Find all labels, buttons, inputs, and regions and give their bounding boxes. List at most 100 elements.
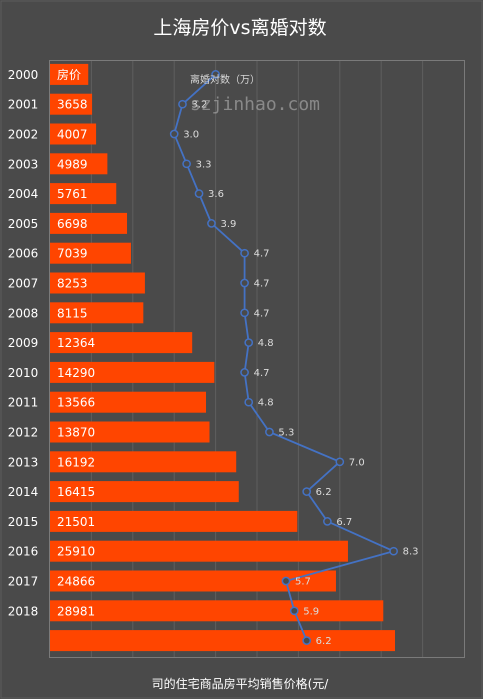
line-data-label: 3.0 [183,130,199,141]
bar [50,570,336,592]
legend-line-series: 离婚对数（万） [190,73,260,86]
y-tick-label: 2017 [8,575,39,589]
line-data-label: 7.0 [349,457,365,468]
bar-data-label: 28981 [57,604,95,618]
line-data-label: 3.6 [208,189,224,200]
bar-series: 房价 3658 4007 4989 5761 6698 7039 8253 8115 12364 1… [50,63,395,652]
bar [50,63,89,85]
bar [50,421,210,443]
y-tick-label: 2001 [8,98,39,112]
line-point [240,278,249,288]
line-series: 3.2 3.0 3.3 3.6 3.9 4.7 4.7 4.7 4.8 4.7 4.8 5.3 7.0 6… [169,70,419,647]
watermark: szjinhao.com [190,94,320,115]
line-point [211,70,220,79]
line-data-label: 4.8 [258,398,274,409]
line-point [240,368,249,377]
y-tick-label: 2005 [8,217,39,231]
bar [50,302,144,324]
bar-data-label: 13566 [57,396,95,410]
y-tick-label: 2007 [8,277,39,291]
line-point [207,219,216,228]
line-point [169,129,179,139]
bar [50,242,131,264]
y-tick-label: 2013 [8,455,39,469]
line-point [302,636,312,645]
bar [50,332,193,354]
bar-data-label: 7039 [57,247,88,261]
bar [50,183,117,205]
bar [50,93,93,115]
bar-data-label: 3658 [57,98,88,112]
bar [50,600,384,622]
y-tick-label: 2006 [8,247,39,261]
bar [50,540,348,562]
y-tick-label: 2003 [8,157,39,171]
line-point [240,308,249,318]
chart-title: 上海房价vs离婚对数 [153,17,326,39]
y-tick-label: 2002 [8,128,39,142]
y-axis-labels: 2000 2001 2002 2003 2004 2005 2006 2007 2008 2009… [8,68,39,618]
line-point [240,248,249,258]
line-data-label: 6.2 [316,636,332,647]
bar-data-label: 21501 [57,515,95,529]
bar [50,630,395,652]
bar-data-label: 16192 [57,455,95,469]
line-point [289,606,299,616]
y-tick-label: 2015 [8,515,39,529]
line-point [182,159,191,169]
x-axis-label: 司的住宅商品房平均销售价格(元/ [152,676,330,691]
line-point [244,397,254,407]
line-data-label: 6.2 [316,487,332,498]
bar-data-label: 8253 [57,277,88,291]
line-data-label: 5.7 [295,577,311,588]
line-point [265,427,274,437]
line-point [244,338,254,347]
bar [50,510,298,532]
line-point [194,189,204,198]
line-data-label: 5.9 [303,606,319,617]
bar-data-label: 24866 [57,575,95,589]
line-data-label: 6.7 [336,517,352,528]
bar-data-label: 6698 [57,217,88,231]
bar [50,212,128,234]
bar-data-label: 房价 [57,67,81,82]
bar-data-label: 5761 [57,187,88,201]
line-data-label: 3.9 [220,219,236,230]
plot-area-border [49,60,465,658]
line-point [281,576,291,586]
line-point [302,487,312,496]
y-tick-label: 2012 [8,426,39,440]
line-data-label: 4.7 [254,308,270,319]
line-data-label: 4.8 [258,338,274,349]
y-tick-label: 2008 [8,306,39,320]
line-point [178,99,187,109]
bar [50,481,239,503]
bar-data-label: 14290 [57,366,95,380]
line-point [389,546,398,556]
bar-data-label: 8115 [57,306,88,320]
y-tick-label: 2014 [8,485,39,499]
line-data-label: 3.2 [191,100,207,111]
bar-data-label: 25910 [57,545,95,559]
y-tick-label: 2004 [8,187,39,201]
bar [50,391,207,413]
line-point [335,457,345,467]
line-data-label: 4.7 [254,279,270,290]
bar-data-label: 4007 [57,128,88,142]
y-tick-label: 2000 [8,68,39,82]
bar [50,451,237,473]
line-data-label: 4.7 [254,368,270,379]
bar-data-label: 4989 [57,157,88,171]
bar [50,123,97,145]
line-data-label: 4.7 [254,249,270,260]
line-data-label: 5.3 [278,428,294,439]
y-tick-label: 2009 [8,336,39,350]
bar-data-label: 13870 [57,426,95,440]
line-data-label: 8.3 [403,547,419,558]
bar [50,361,215,383]
y-tick-label: 2018 [8,604,39,618]
line-series-path [173,73,397,641]
bar [50,153,108,175]
y-tick-label: 2016 [8,545,39,559]
